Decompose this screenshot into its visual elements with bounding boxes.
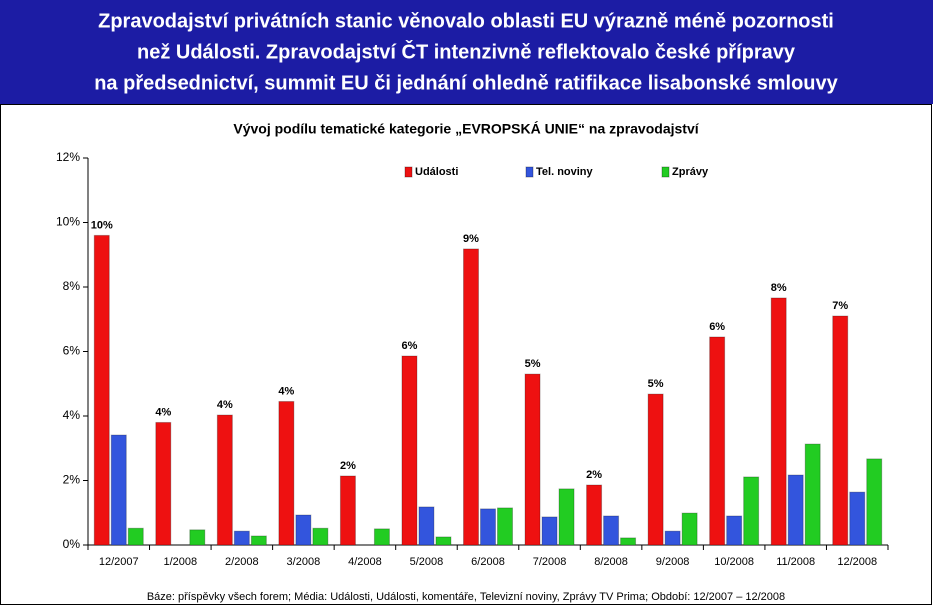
x-tick-label: 3/2008 bbox=[287, 556, 321, 568]
value-label: 5% bbox=[525, 358, 541, 370]
x-tick-label: 12/2008 bbox=[837, 556, 877, 568]
bar bbox=[250, 535, 267, 546]
bar bbox=[373, 528, 390, 546]
x-tick-label: 5/2008 bbox=[410, 556, 444, 568]
value-label: 2% bbox=[340, 460, 356, 472]
bar bbox=[681, 512, 698, 546]
bar bbox=[480, 508, 496, 546]
x-tick-label: 11/2008 bbox=[776, 556, 815, 568]
bar bbox=[832, 315, 849, 546]
y-tick-label: 12% bbox=[56, 150, 80, 164]
header-line: Zpravodajství privátních stanic věnovalo… bbox=[98, 10, 834, 32]
bar bbox=[233, 530, 250, 546]
value-label: 6% bbox=[709, 321, 725, 333]
x-tick-label: 10/2008 bbox=[714, 556, 754, 568]
x-tick-label: 2/2008 bbox=[225, 556, 259, 568]
bar bbox=[787, 474, 804, 546]
value-label: 2% bbox=[586, 469, 602, 481]
bar bbox=[189, 529, 206, 546]
y-tick-label: 6% bbox=[63, 344, 81, 358]
bar bbox=[664, 530, 681, 546]
bar bbox=[541, 516, 558, 546]
legend-swatch bbox=[661, 166, 670, 178]
bar bbox=[849, 491, 866, 546]
x-tick-label: 6/2008 bbox=[471, 556, 505, 568]
x-tick-label: 4/2008 bbox=[348, 556, 382, 568]
x-tick-label: 8/2008 bbox=[594, 556, 628, 568]
bar bbox=[216, 414, 233, 546]
x-tick-label: 9/2008 bbox=[656, 556, 690, 568]
bar bbox=[866, 458, 883, 546]
value-label: 4% bbox=[155, 406, 171, 418]
y-tick-label: 2% bbox=[63, 473, 81, 487]
header-banner bbox=[0, 0, 933, 104]
legend-label: Události bbox=[415, 166, 458, 178]
bar bbox=[339, 475, 356, 546]
header-line: než Události. Zpravodajství ČT intenzivn… bbox=[137, 39, 796, 63]
bar bbox=[93, 234, 110, 546]
value-label: 4% bbox=[278, 385, 294, 397]
value-label: 8% bbox=[771, 282, 787, 294]
x-tick-label: 12/2007 bbox=[99, 556, 139, 568]
bar bbox=[435, 536, 452, 546]
bar bbox=[418, 506, 435, 546]
bar bbox=[620, 537, 637, 546]
footnote: Báze: příspěvky všech forem; Média: Udál… bbox=[147, 591, 785, 603]
bar bbox=[603, 515, 620, 546]
bar bbox=[278, 400, 295, 546]
bar bbox=[401, 355, 418, 546]
x-tick-label: 7/2008 bbox=[533, 556, 567, 568]
bar bbox=[497, 507, 513, 546]
bar bbox=[586, 484, 603, 546]
legend-swatch bbox=[525, 166, 534, 178]
bar bbox=[743, 476, 760, 546]
bar bbox=[524, 373, 541, 546]
bar bbox=[726, 515, 743, 546]
bar bbox=[558, 488, 575, 546]
y-tick-label: 0% bbox=[63, 537, 81, 551]
y-tick-label: 8% bbox=[63, 279, 81, 293]
x-tick-label: 1/2008 bbox=[163, 556, 197, 568]
legend-label: Zprávy bbox=[672, 166, 709, 178]
bar bbox=[770, 297, 787, 546]
legend-label: Tel. noviny bbox=[536, 166, 594, 178]
value-label: 6% bbox=[402, 340, 418, 352]
bar bbox=[804, 443, 821, 546]
value-label: 4% bbox=[217, 399, 233, 411]
value-label: 10% bbox=[91, 219, 113, 231]
chart-title: Vývoj podílu tematické kategorie „EVROPS… bbox=[233, 121, 699, 137]
bar bbox=[295, 514, 312, 546]
bar bbox=[709, 336, 726, 546]
bar bbox=[312, 527, 329, 546]
y-tick-label: 4% bbox=[63, 408, 81, 422]
value-label: 7% bbox=[832, 300, 848, 312]
bar bbox=[127, 527, 144, 546]
legend-swatch bbox=[404, 166, 413, 178]
y-tick-label: 10% bbox=[56, 215, 80, 229]
bar bbox=[110, 434, 127, 546]
value-label: 9% bbox=[463, 233, 479, 245]
bar bbox=[155, 421, 172, 546]
bar bbox=[647, 393, 664, 546]
value-label: 5% bbox=[648, 378, 664, 390]
bar bbox=[463, 248, 479, 546]
header-line: na předsednictví, summit EU či jednání o… bbox=[94, 72, 838, 94]
